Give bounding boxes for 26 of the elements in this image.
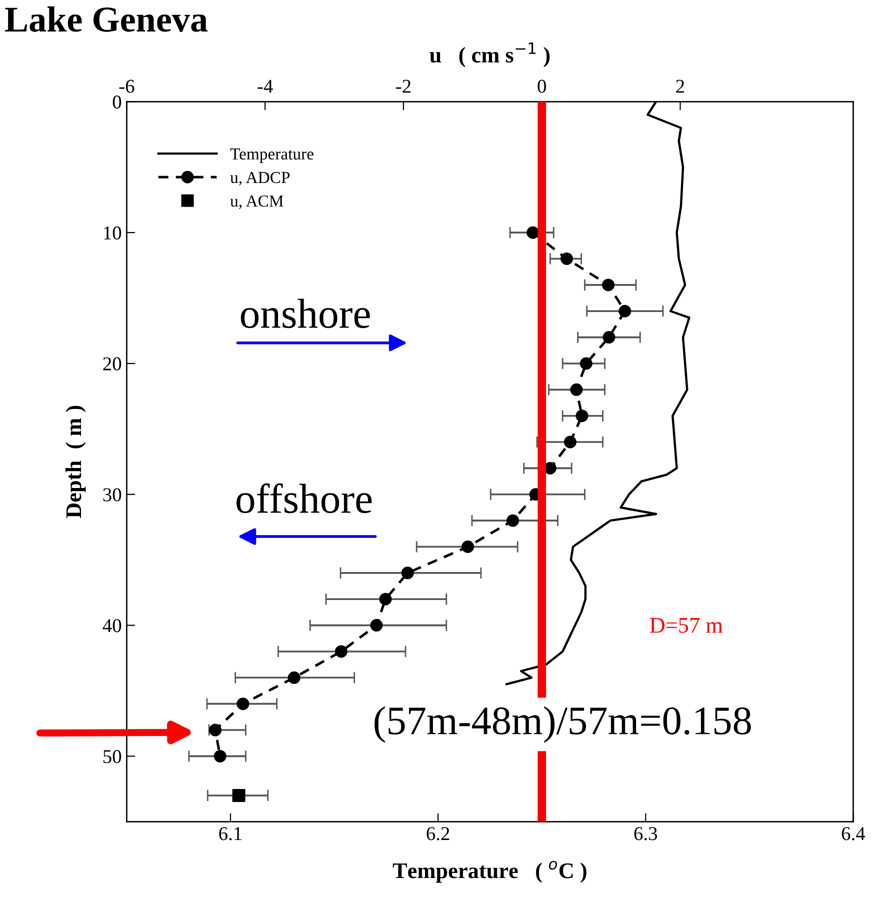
annotation: (57m-48m)/57m=0.158	[374, 706, 751, 743]
y-tick-label: 20	[103, 357, 122, 370]
x-tick-label: 6.4	[842, 827, 866, 840]
y-tick-label: 10	[104, 226, 122, 240]
y-axis-title: Depth ( m )	[66, 406, 86, 518]
x2-axis-title: u ( cm s$^{−1}$ )	[430, 42, 550, 68]
chart-title: Lake Geneva	[5, 6, 208, 32]
legend-label: u, ACM	[230, 195, 284, 210]
legend-label: Temperature	[230, 148, 314, 163]
y-tick-label: 40	[102, 619, 122, 632]
x2-tick-label: -4	[258, 80, 273, 93]
y-tick-label: 0	[112, 95, 122, 109]
y-tick-label: 50	[104, 750, 122, 764]
legend-label: u, ADCP	[230, 172, 290, 186]
x2-tick-label: 0	[538, 80, 546, 93]
x-tick-label: 6.2	[426, 827, 450, 840]
x-axis-title: Temperature ( $^{o}$C )	[392, 860, 586, 883]
y-tick-label: 30	[103, 488, 122, 502]
x-tick-label: 6.3	[634, 827, 658, 840]
x2-tick-label: 2	[676, 80, 684, 93]
x2-tick-label: -2	[396, 80, 410, 93]
annotation: offshore	[236, 483, 372, 514]
x-tick-label: 6.1	[219, 827, 242, 840]
x2-tick-label: -6	[119, 80, 134, 93]
annotation: onshore	[240, 298, 370, 328]
annotation: D=57 m	[650, 618, 723, 633]
